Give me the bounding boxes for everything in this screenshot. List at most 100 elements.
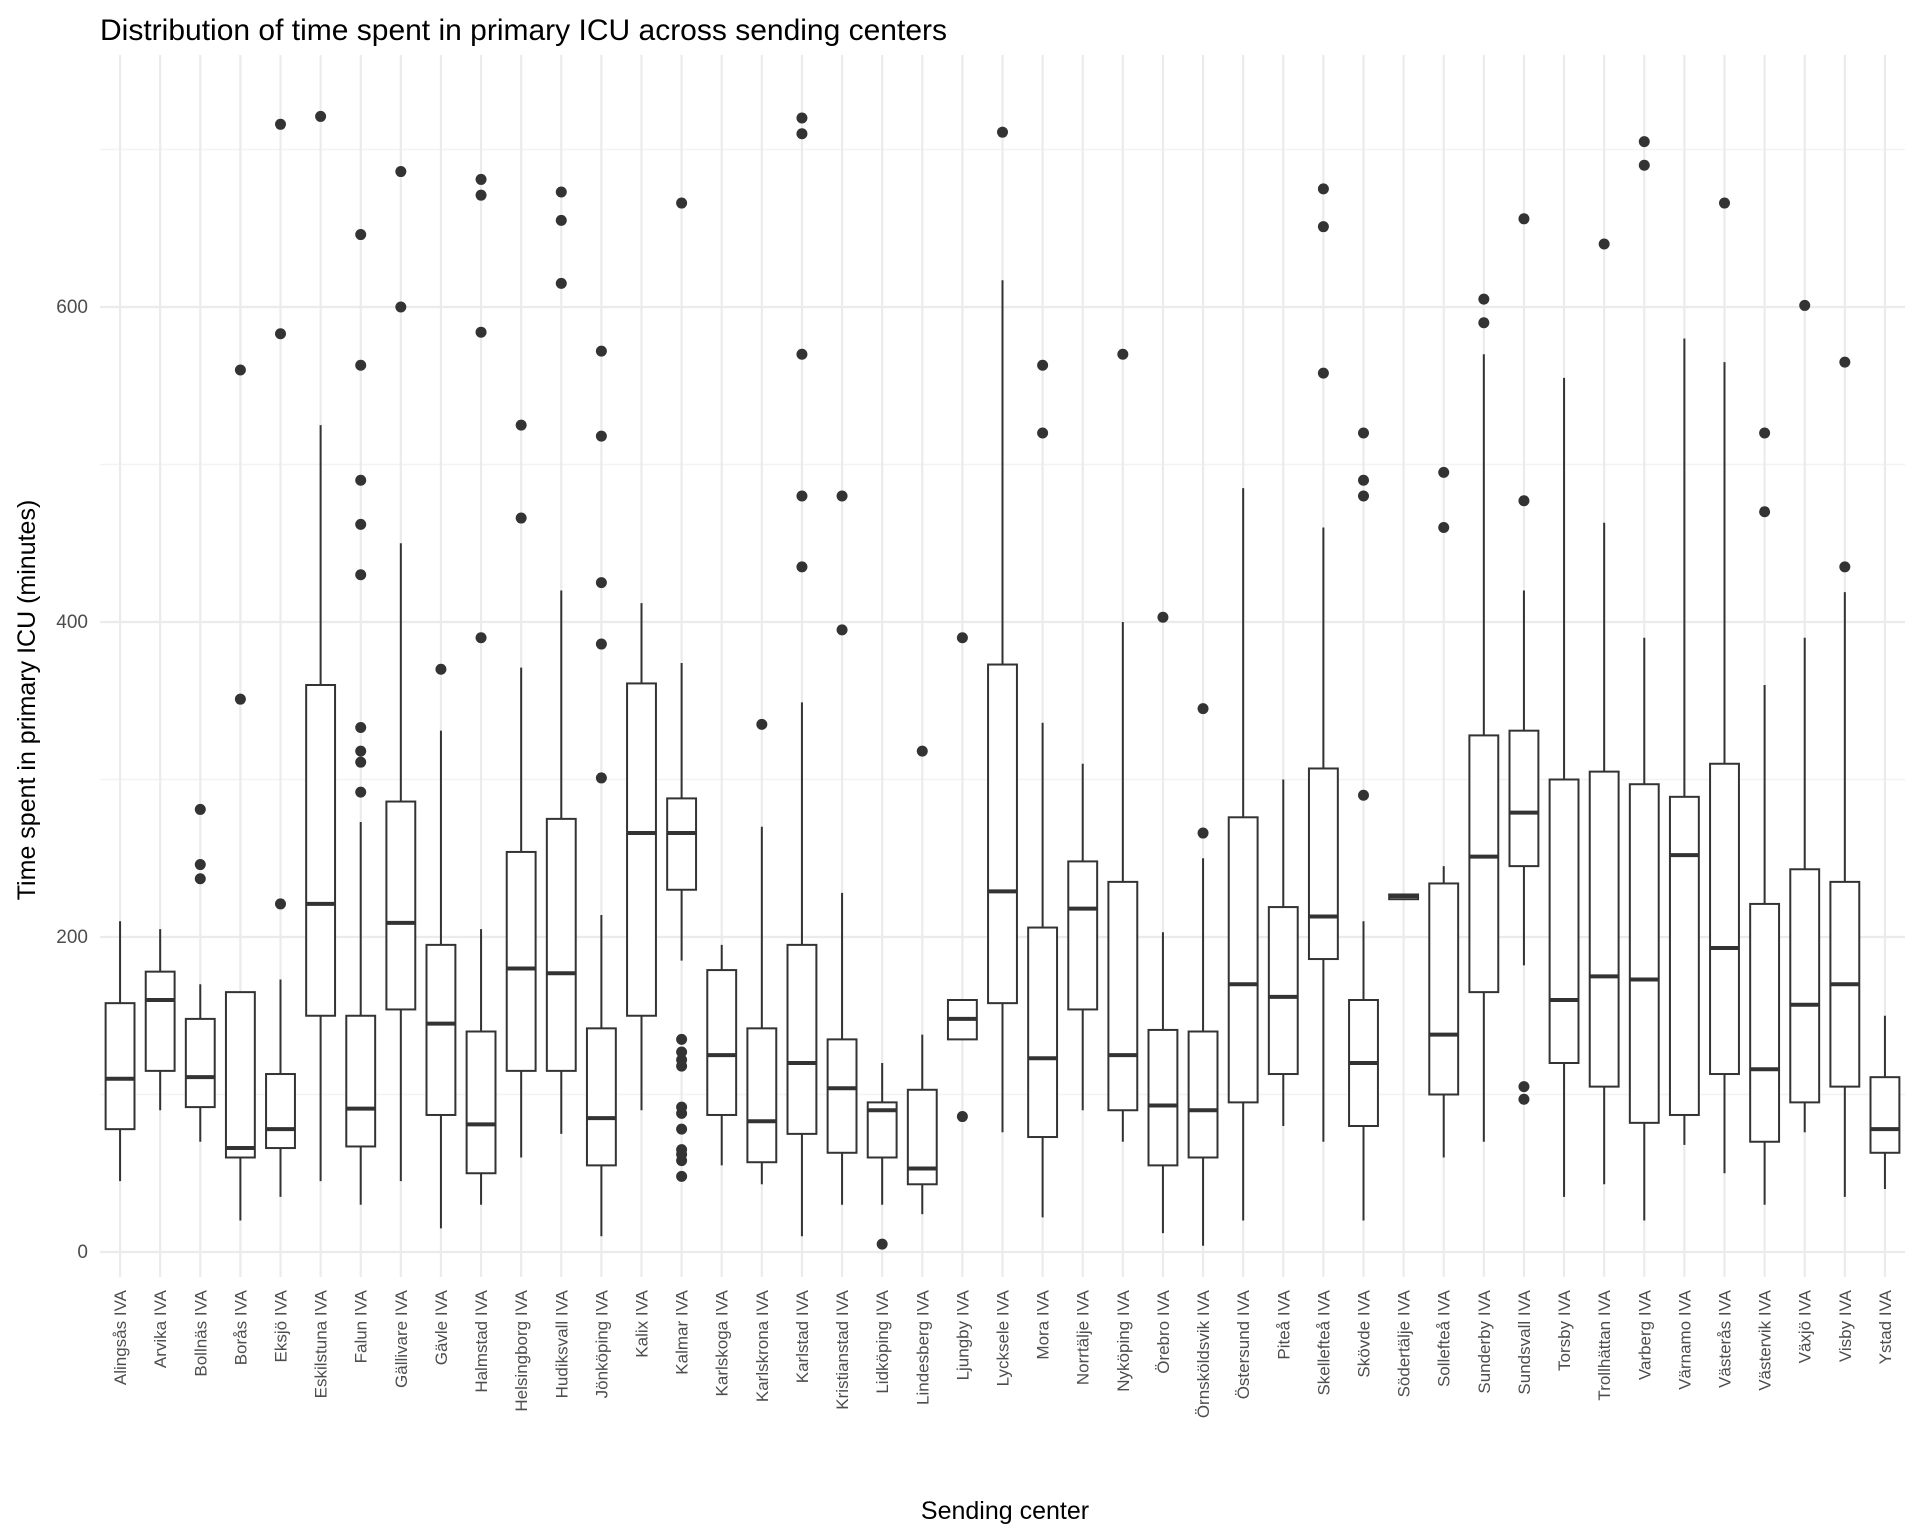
x-tick-label: Piteå IVA [1274, 1289, 1293, 1359]
x-tick-label: Örnsköldsvik IVA [1194, 1289, 1213, 1418]
outlier-point [355, 745, 367, 757]
outlier-point [595, 638, 607, 650]
x-tick-label: Sunderby IVA [1475, 1289, 1494, 1393]
box-32 [1348, 427, 1379, 1221]
box-iqr [1067, 860, 1099, 1011]
outlier-point [355, 756, 367, 768]
box-iqr [746, 1027, 778, 1164]
box-9 [425, 663, 457, 1229]
outlier-point [395, 166, 407, 178]
outlier-point [1197, 703, 1209, 715]
outlier-point [676, 1046, 688, 1058]
x-tick-label: Värnamo IVA [1675, 1289, 1694, 1390]
outlier-point [676, 1123, 688, 1135]
outlier-point [796, 128, 808, 140]
box-11 [505, 419, 537, 1158]
outlier-point [1358, 474, 1369, 486]
x-tick-label: Karlskrona IVA [753, 1289, 772, 1402]
box-iqr [706, 969, 738, 1116]
box-22 [946, 632, 978, 1123]
outlier-point [676, 1054, 688, 1066]
box-33 [1388, 893, 1420, 901]
box-iqr [1107, 880, 1139, 1112]
x-tick-label: Ystad IVA [1876, 1289, 1895, 1364]
box-14 [626, 603, 657, 1111]
x-tick-label: Varberg IVA [1635, 1289, 1654, 1380]
outlier-point [1518, 213, 1530, 225]
box-iqr [1508, 729, 1540, 868]
box-iqr [1789, 868, 1821, 1104]
y-axis-label: Time spent in primary ICU (minutes) [13, 500, 41, 901]
outlier-point [997, 126, 1008, 138]
box-iqr [1628, 783, 1660, 1124]
y-tick-label: 0 [77, 1242, 88, 1263]
x-tick-label: Falun IVA [352, 1289, 371, 1363]
box-36 [1508, 213, 1540, 1105]
box-42 [1749, 427, 1781, 1205]
outlier-point [756, 718, 768, 730]
box-16 [706, 944, 738, 1166]
box-17 [746, 718, 778, 1185]
box-iqr [305, 684, 337, 1017]
outlier-point [1478, 293, 1490, 305]
outlier-point [475, 189, 487, 201]
box-2 [144, 929, 176, 1111]
box-34 [1428, 466, 1460, 1158]
box-5 [265, 118, 296, 1197]
outlier-point [234, 364, 246, 376]
box-35 [1468, 293, 1500, 1142]
x-tick-label: Västervik IVA [1756, 1289, 1775, 1390]
box-iqr [1147, 1028, 1179, 1167]
box-iqr [1709, 762, 1740, 1076]
outlier-point [1317, 183, 1329, 195]
outlier-point [1598, 238, 1610, 250]
outlier-point [194, 803, 206, 815]
x-tick-label: Mora IVA [1034, 1289, 1053, 1359]
outlier-point [595, 430, 607, 442]
box-iqr [826, 1038, 858, 1154]
box-15 [666, 197, 698, 1182]
box-19 [826, 490, 858, 1205]
chart-title: Distribution of time spent in primary IC… [100, 14, 947, 47]
outlier-point [1518, 1093, 1530, 1105]
box-iqr [265, 1073, 296, 1150]
box-iqr [545, 817, 577, 1072]
outlier-point [234, 693, 246, 705]
box-iqr [1428, 882, 1460, 1096]
outlier-point [956, 1111, 968, 1123]
box-31 [1307, 183, 1339, 1142]
outlier-point [275, 898, 286, 910]
outlier-point [1037, 427, 1049, 439]
box-iqr [1187, 1030, 1219, 1159]
outlier-point [1197, 827, 1209, 839]
x-tick-label: Borås IVA [231, 1289, 250, 1365]
box-iqr [224, 991, 256, 1159]
outlier-point [836, 624, 848, 636]
box-iqr [104, 1002, 136, 1131]
box-iqr [1468, 734, 1500, 994]
x-tick-label: Halmstad IVA [472, 1289, 491, 1392]
outlier-point [194, 873, 206, 885]
outlier-point [1157, 611, 1169, 623]
x-tick-label: Ljungby IVA [953, 1289, 972, 1380]
outlier-point [395, 301, 407, 313]
box-iqr [786, 943, 818, 1135]
x-tick-label: Trollhättan IVA [1595, 1289, 1614, 1400]
outlier-point [1719, 197, 1730, 209]
outlier-point [1759, 427, 1771, 439]
x-tick-label: Sollefteå IVA [1435, 1289, 1454, 1387]
outlier-point [555, 186, 567, 198]
y-tick-labels: 0 200 400 600 [56, 297, 88, 1263]
x-tick-label: Gävle IVA [432, 1289, 451, 1365]
box-iqr [1227, 816, 1259, 1104]
box-41 [1709, 197, 1740, 1174]
x-tick-label: Lidköping IVA [873, 1289, 892, 1393]
y-tick-label: 400 [56, 612, 88, 633]
box-10 [465, 173, 497, 1205]
outlier-point [355, 569, 367, 581]
box-iqr [345, 1014, 377, 1148]
x-tick-label: Arvika IVA [151, 1289, 170, 1368]
outlier-point [475, 173, 487, 185]
